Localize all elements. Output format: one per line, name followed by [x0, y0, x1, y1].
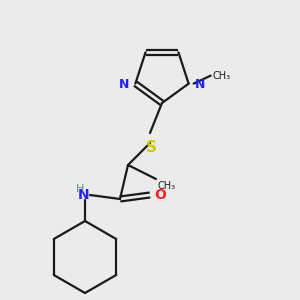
Text: N: N — [195, 78, 205, 91]
Text: N: N — [77, 188, 89, 202]
Text: CH₃: CH₃ — [213, 71, 231, 81]
Text: N: N — [119, 78, 129, 91]
Text: S: S — [146, 140, 157, 155]
Text: H: H — [76, 184, 84, 194]
Text: CH₃: CH₃ — [158, 181, 176, 191]
Text: O: O — [154, 188, 166, 202]
